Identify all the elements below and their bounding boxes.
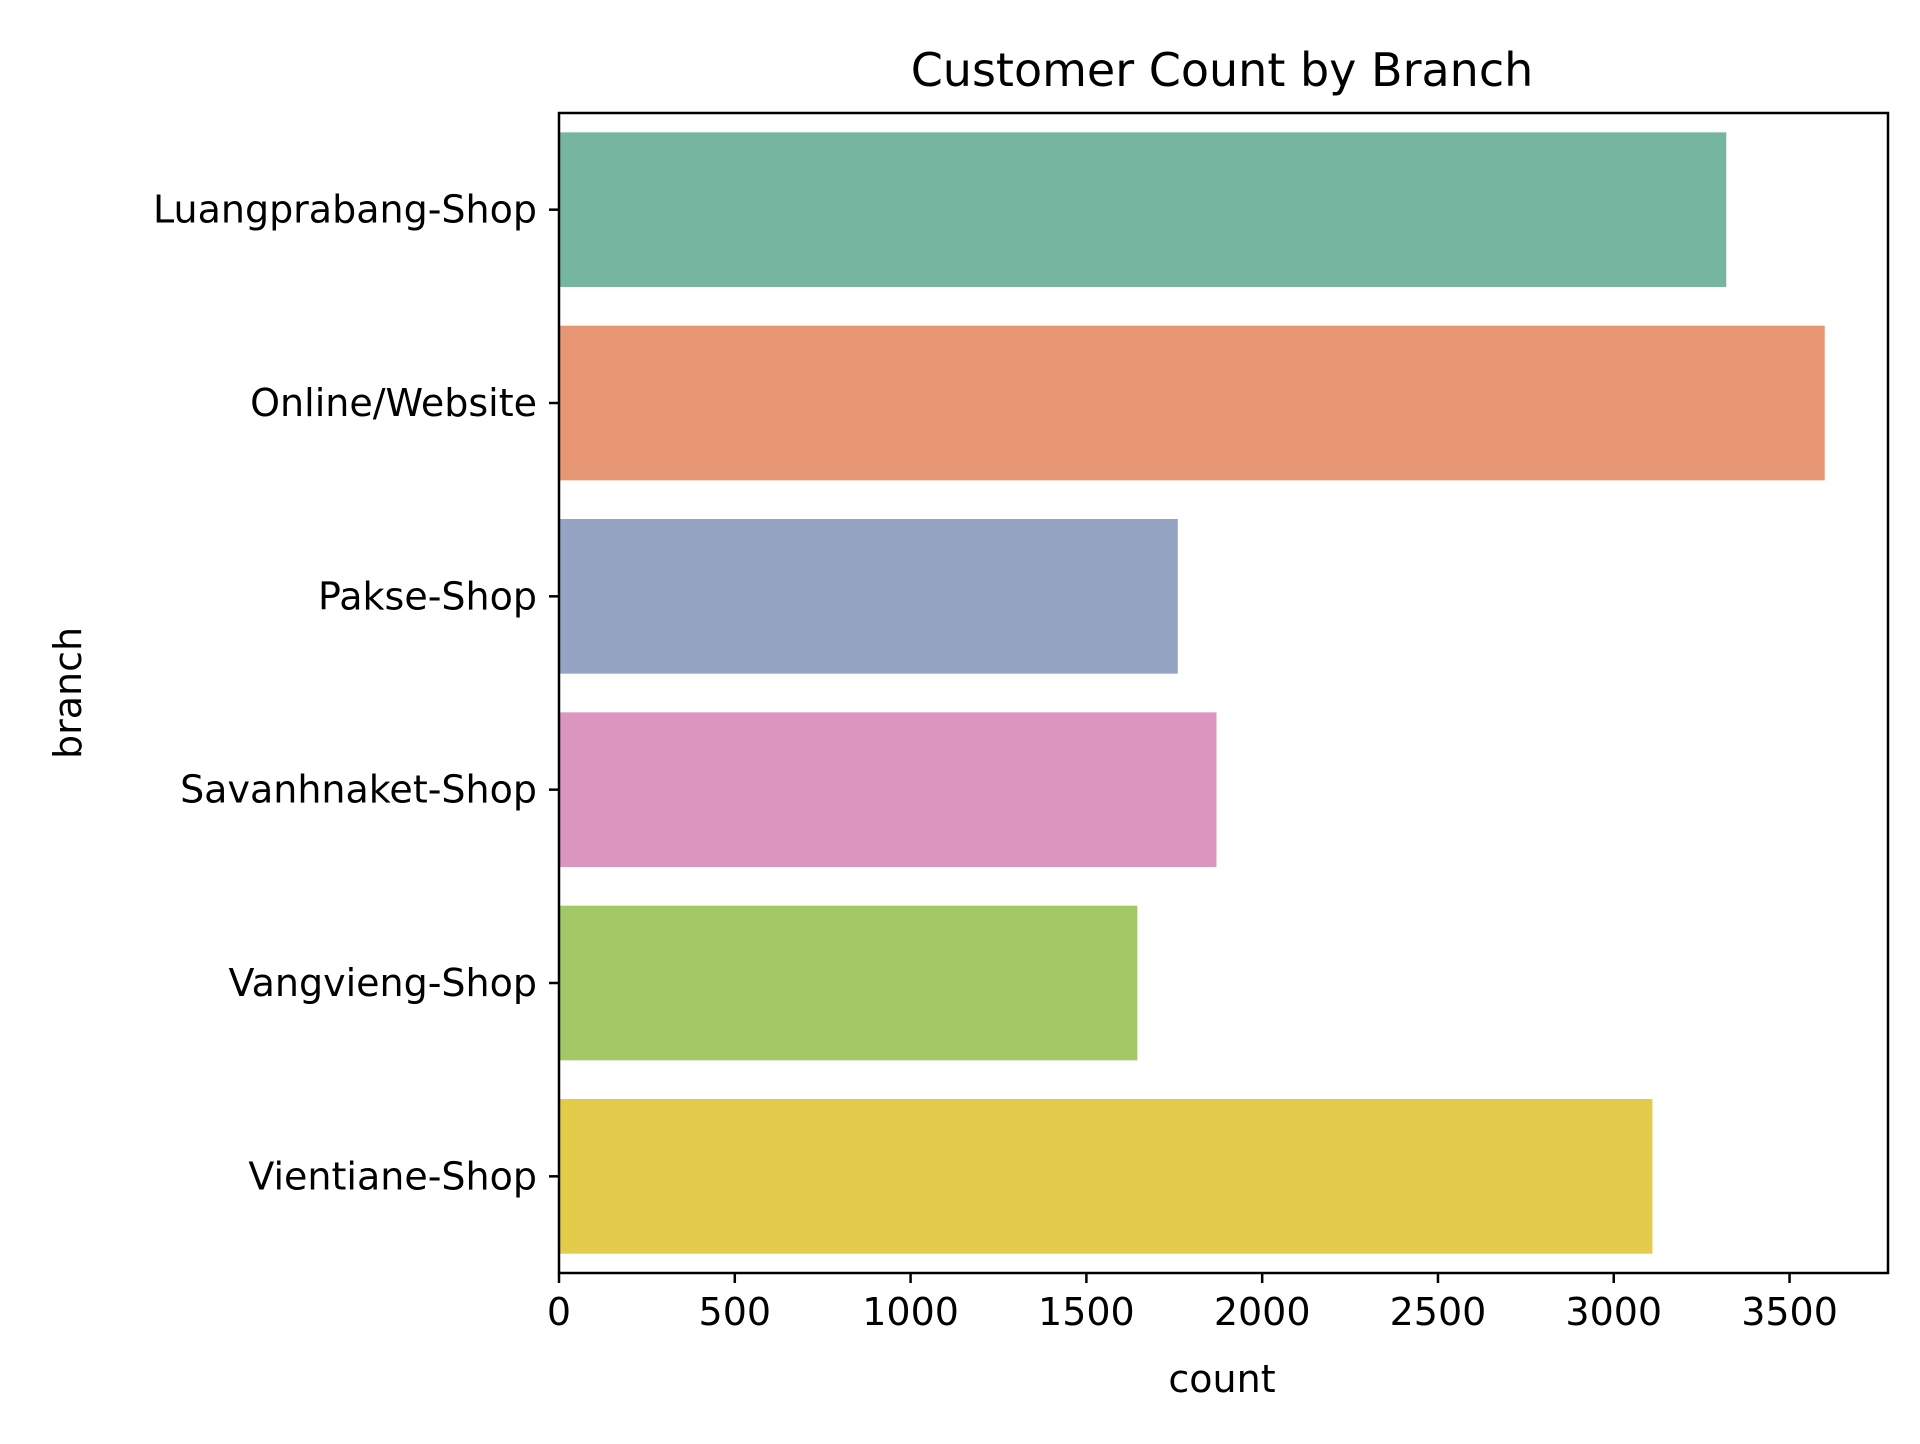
y-tick-label-1: Online/Website: [250, 381, 537, 425]
bar-0: [559, 132, 1727, 287]
x-tick-label-4: 2000: [1214, 1290, 1311, 1334]
chart-title: Customer Count by Branch: [911, 43, 1534, 97]
plot-frame: [557, 111, 1890, 1275]
y-axis: Luangprabang-Shop Online/Website Pakse-Sho…: [153, 188, 559, 1198]
x-tick-label-0: 0: [547, 1290, 571, 1334]
bar-5: [559, 1099, 1653, 1254]
x-tick-label-6: 3000: [1565, 1290, 1662, 1334]
y-tick-label-3: Savanhnaket-Shop: [180, 768, 537, 812]
bar-4: [559, 905, 1138, 1061]
x-tick-label-2: 1000: [862, 1290, 959, 1334]
y-axis-label: branch: [46, 627, 90, 759]
x-tick-label-1: 500: [699, 1290, 772, 1334]
bar-3: [559, 712, 1217, 867]
y-tick-label-5: Vientiane-Shop: [248, 1154, 537, 1198]
x-tick-label-3: 1500: [1038, 1290, 1135, 1334]
bar-2: [559, 519, 1178, 674]
y-tick-label-4: Vangvieng-Shop: [229, 961, 537, 1005]
x-axis-label: count: [1168, 1357, 1275, 1401]
bar-1: [559, 325, 1825, 481]
x-tick-label-7: 3500: [1741, 1290, 1838, 1334]
x-tick-label-5: 2500: [1390, 1290, 1487, 1334]
y-tick-label-2: Pakse-Shop: [318, 574, 537, 618]
bars-layer: [559, 132, 1825, 1254]
x-axis: 0 500 1000 1500 2000 2500 3000 3500: [547, 1273, 1838, 1334]
y-tick-label-0: Luangprabang-Shop: [153, 188, 537, 232]
